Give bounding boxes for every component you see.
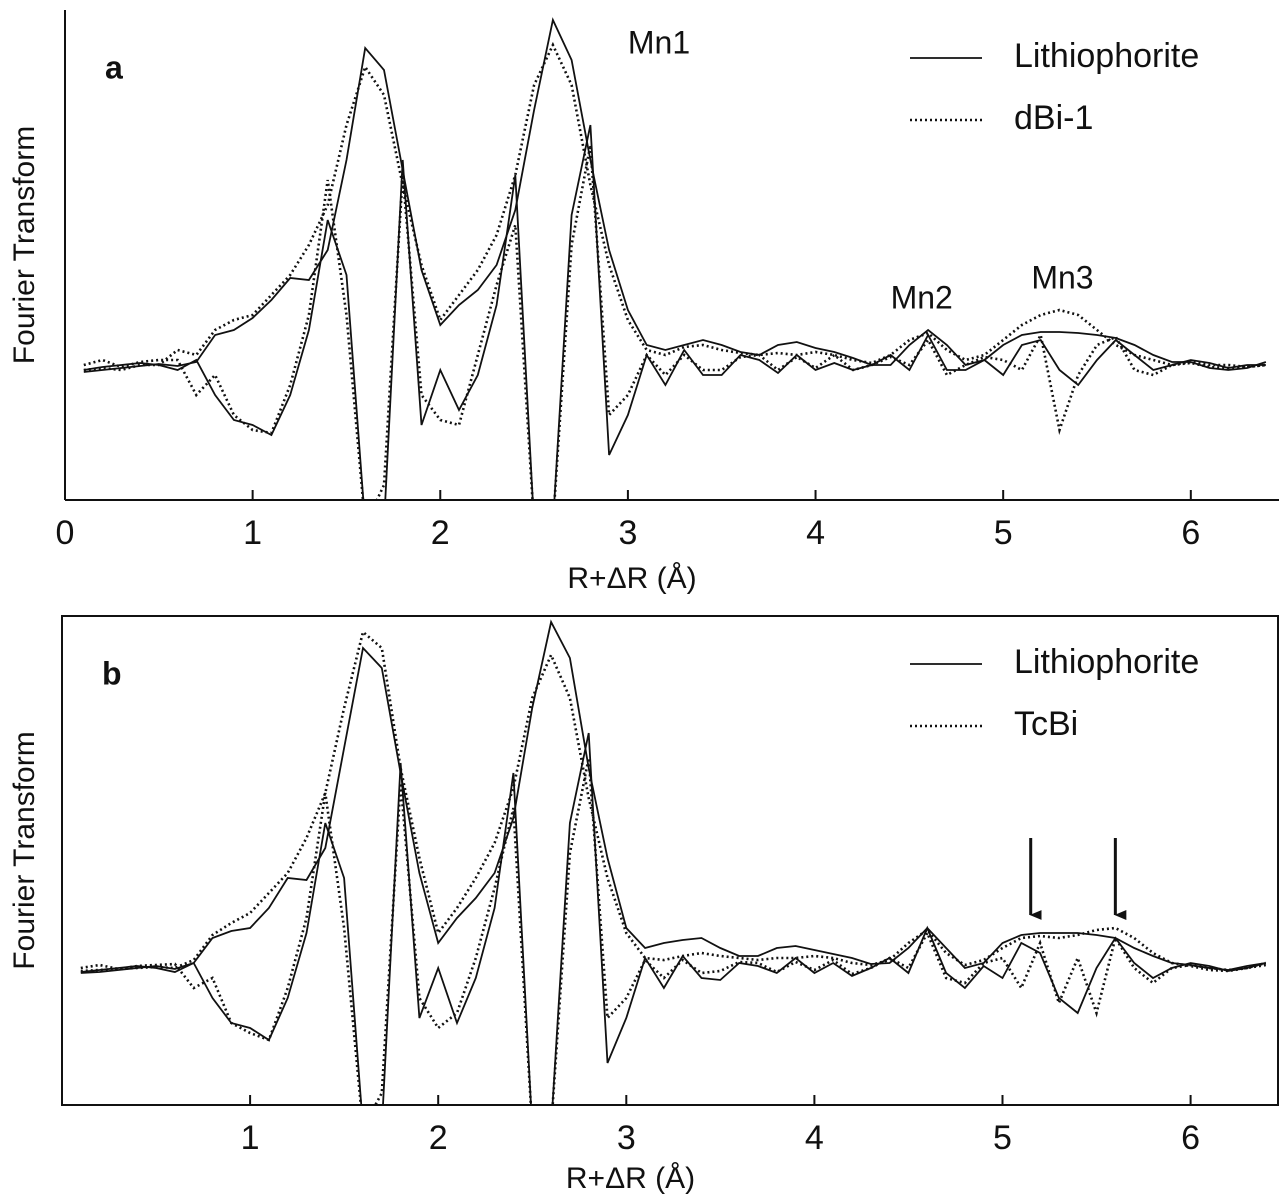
magnitude-line [83, 41, 1267, 372]
annotation: Mn3 [1031, 259, 1093, 295]
plot-area [80, 619, 1267, 1105]
x-tick-label: 2 [431, 514, 450, 552]
x-tick-label: 5 [994, 514, 1013, 552]
x-tick-label: 4 [806, 514, 825, 552]
legend-label: Lithiophorite [1014, 643, 1199, 681]
x-tick-label: 3 [618, 514, 637, 552]
magnitude-line [83, 17, 1267, 373]
y-axis-label: Fourier Transform [8, 126, 41, 364]
imaginary-line [80, 757, 1267, 1105]
x-tick-label: 3 [617, 1119, 636, 1157]
plot-frame [61, 615, 1279, 1106]
x-tick-label: 0 [56, 514, 75, 552]
x-axis-label: R+ΔR (Å) [567, 562, 696, 595]
annotation: Mn1 [628, 24, 690, 60]
imaginary-line [83, 124, 1266, 500]
x-axis-label: R+ΔR (Å) [566, 1162, 695, 1195]
annotation: Mn2 [891, 279, 953, 315]
x-tick-label: 2 [429, 1119, 448, 1157]
x-tick-label: 1 [243, 514, 262, 552]
plot-area [83, 17, 1267, 500]
x-tick-label: 1 [241, 1119, 260, 1157]
magnitude-line [80, 629, 1267, 973]
magnitude-line [80, 619, 1266, 974]
x-tick-label: 6 [1181, 514, 1200, 552]
legend-label: Lithiophorite [1014, 37, 1199, 75]
legend-label: TcBi [1014, 705, 1078, 743]
panel-label: a [105, 49, 123, 85]
y-axis-label: Fourier Transform [8, 731, 41, 969]
x-tick-label: 4 [805, 1119, 824, 1157]
legend-label: dBi-1 [1014, 99, 1093, 137]
x-tick-label: 6 [1181, 1119, 1200, 1157]
x-tick-label: 5 [993, 1119, 1012, 1157]
panel-label: b [102, 655, 122, 691]
imaginary-line [80, 732, 1267, 1105]
imaginary-line [83, 144, 1267, 500]
